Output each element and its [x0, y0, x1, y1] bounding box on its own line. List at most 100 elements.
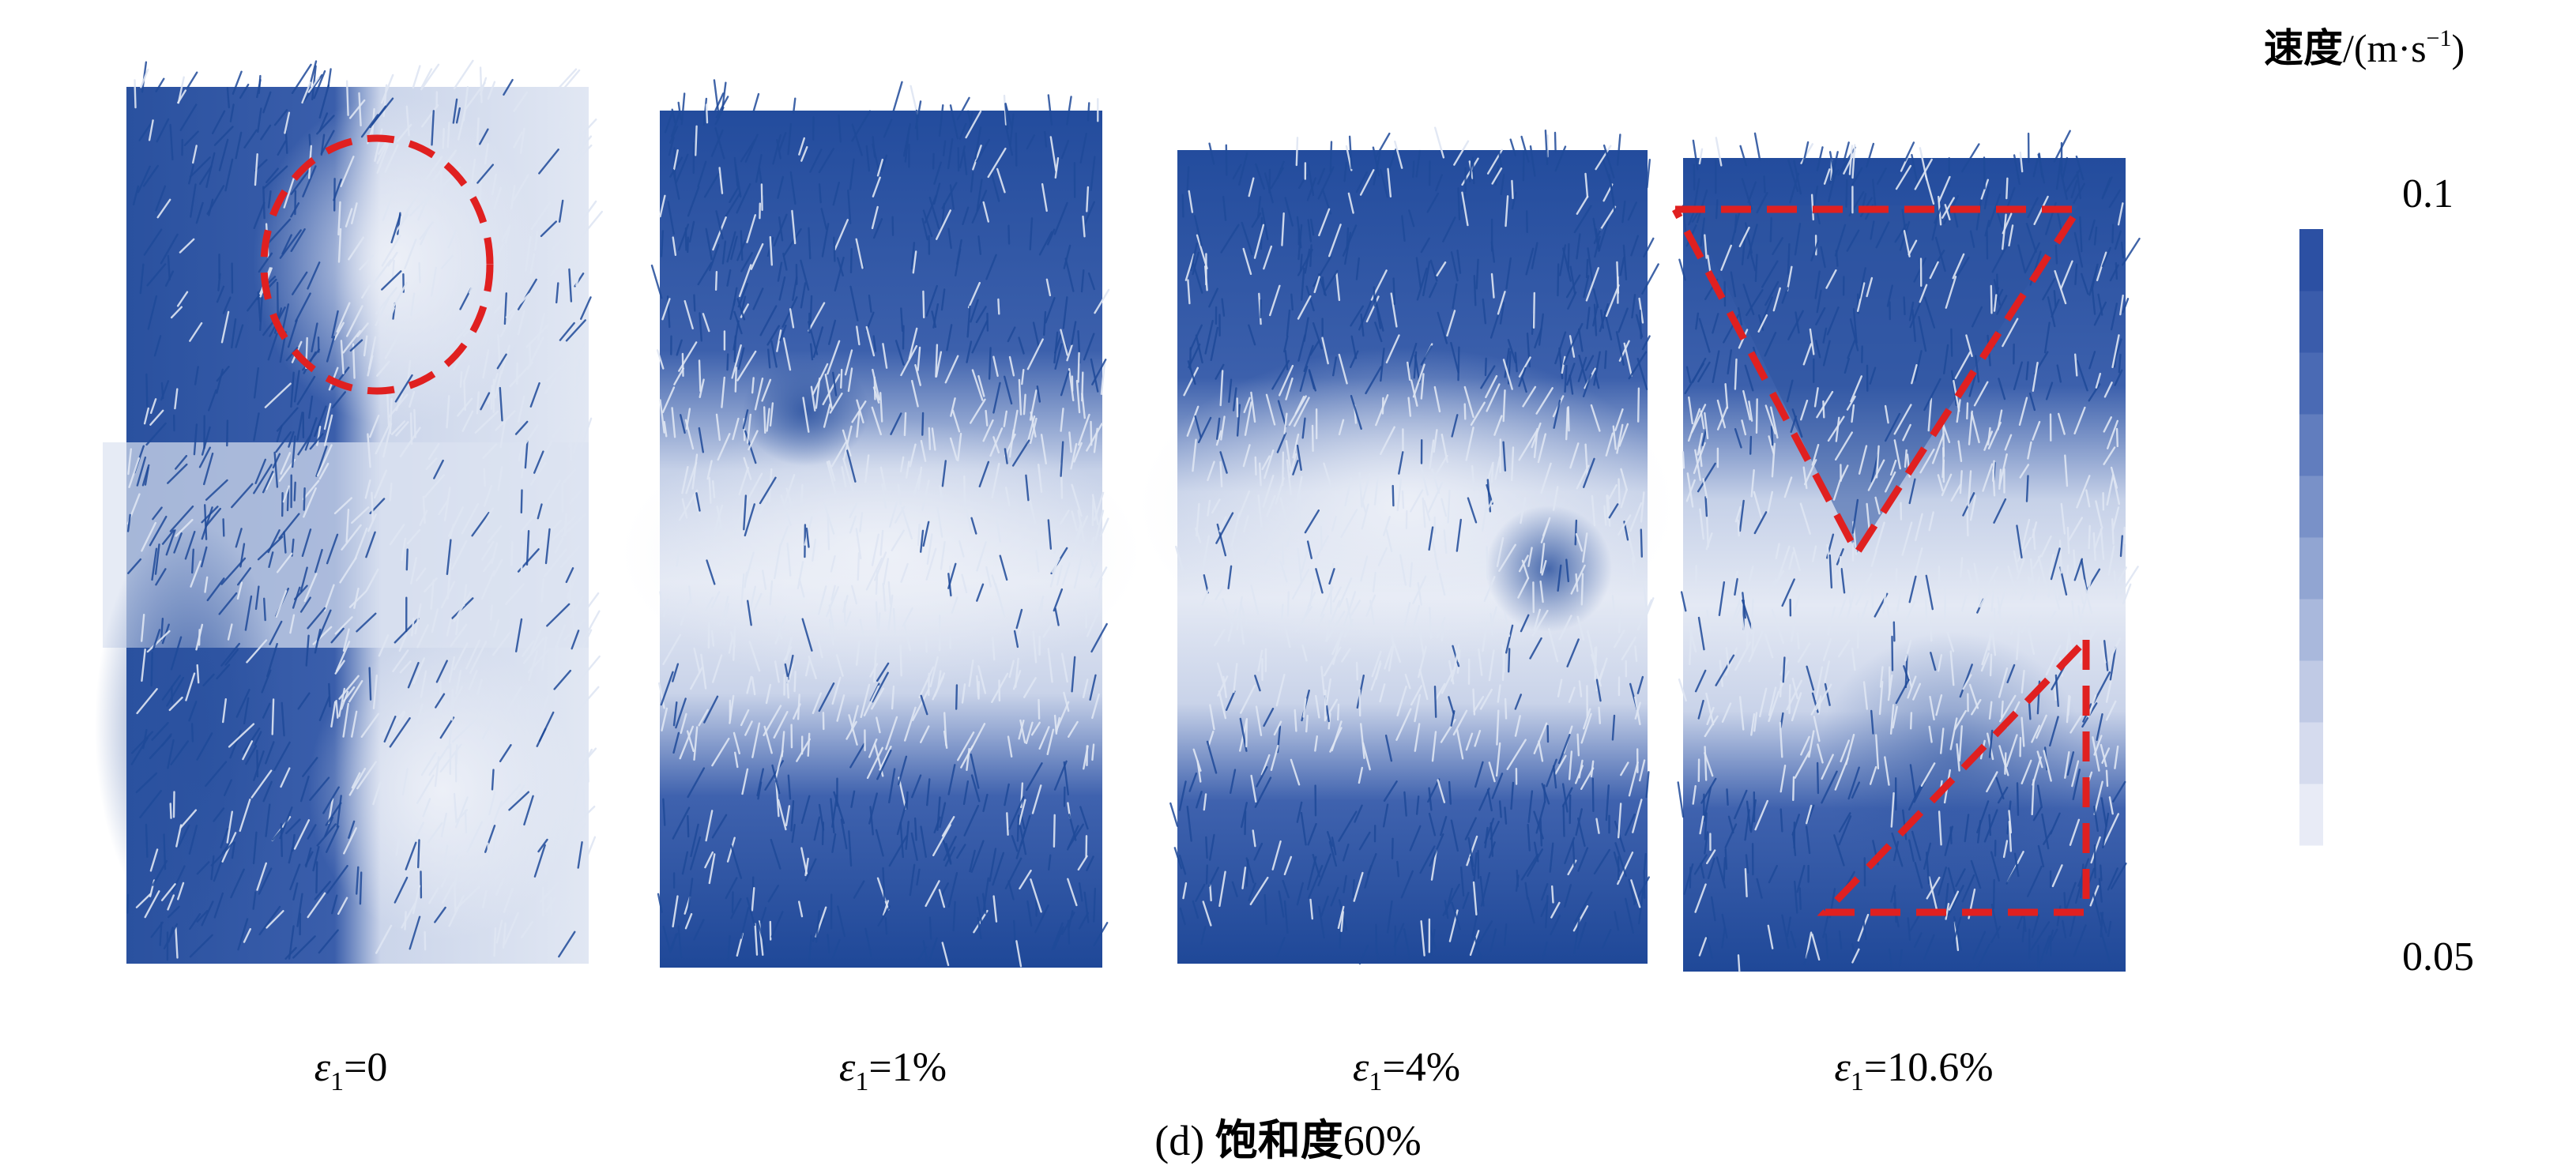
velocity-vector [1296, 801, 1303, 823]
velocity-vector [1704, 812, 1708, 840]
velocity-vector [830, 798, 835, 834]
velocity-vector [1451, 901, 1461, 931]
velocity-vector [1862, 920, 1867, 941]
velocity-vector [1514, 715, 1521, 737]
velocity-vector [1382, 803, 1389, 828]
velocity-vector [846, 449, 857, 483]
velocity-vector [1879, 666, 1884, 688]
velocity-vector [987, 147, 1007, 179]
velocity-vector [563, 618, 586, 641]
velocity-vector [1574, 891, 1593, 923]
velocity-vector [1630, 235, 1640, 257]
velocity-vector [966, 340, 973, 363]
velocity-vector [988, 347, 992, 380]
velocity-vector [526, 709, 529, 727]
velocity-vector [446, 686, 463, 716]
velocity-vector [1905, 600, 1916, 622]
velocity-vector [1373, 475, 1380, 506]
velocity-vector [1592, 217, 1599, 250]
velocity-vector [575, 268, 582, 287]
velocity-vector [1300, 543, 1311, 573]
velocity-vector [2061, 156, 2069, 180]
velocity-vector [2100, 641, 2107, 664]
velocity-vector [1689, 867, 1692, 889]
velocity-vector [529, 342, 532, 367]
velocity-vector [730, 844, 743, 879]
velocity-vector [151, 547, 158, 581]
velocity-vector [2074, 880, 2083, 904]
velocity-vector [2108, 189, 2122, 209]
velocity-vector [338, 687, 346, 717]
velocity-vector [740, 709, 750, 727]
velocity-vector [1188, 773, 1198, 792]
figure-caption: (d) 饱和度60% [1154, 1115, 1421, 1165]
velocity-vector [2045, 382, 2054, 400]
velocity-vector [1726, 788, 1729, 806]
velocity-vector [1328, 568, 1335, 585]
velocity-vector [876, 662, 890, 682]
velocity-vector [2100, 912, 2104, 938]
velocity-vector [1068, 814, 1077, 841]
velocity-vector [879, 529, 884, 556]
velocity-vector [751, 676, 756, 696]
velocity-vector [1200, 926, 1207, 945]
velocity-vector [1960, 594, 1968, 612]
velocity-vector [1547, 628, 1559, 663]
velocity-vector [1420, 373, 1425, 400]
velocity-vector [218, 592, 238, 615]
velocity-vector [1463, 385, 1474, 419]
velocity-vector [2093, 301, 2107, 326]
velocity-vector [453, 59, 474, 90]
velocity-vector [1582, 374, 1592, 397]
velocity-vector [283, 178, 295, 209]
velocity-vector [515, 618, 523, 652]
velocity-vector [1317, 853, 1332, 887]
velocity-vector [1505, 195, 1509, 227]
velocity-vector [1890, 885, 1896, 903]
velocity-vector [144, 467, 149, 486]
velocity-vector [1828, 554, 1833, 588]
velocity-vector [842, 457, 854, 492]
velocity-vector [198, 165, 213, 185]
velocity-vector [2062, 919, 2067, 939]
velocity-vector [1678, 258, 1686, 281]
velocity-vector [387, 251, 398, 267]
velocity-vector [702, 313, 710, 333]
velocity-vector [1078, 882, 1083, 902]
velocity-vector [189, 156, 211, 178]
velocity-vector [872, 136, 876, 158]
velocity-vector [1320, 895, 1329, 917]
velocity-vector [2016, 558, 2025, 580]
velocity-vector [792, 276, 798, 301]
velocity-vector [670, 933, 677, 952]
velocity-vector [1004, 783, 1010, 806]
velocity-vector [367, 433, 371, 468]
velocity-vector [559, 68, 578, 88]
velocity-vector [365, 568, 379, 592]
velocity-vector [2042, 278, 2056, 301]
velocity-vector [1448, 696, 1455, 715]
velocity-vector [514, 420, 529, 435]
velocity-vector [671, 407, 676, 438]
velocity-vector [345, 208, 353, 227]
velocity-vector [1869, 765, 1877, 785]
velocity-vector [420, 68, 433, 88]
panel-strain-0: ε1=0 [95, 59, 603, 1096]
velocity-vector [2016, 625, 2021, 660]
velocity-vector [1482, 298, 1487, 325]
velocity-vector [1851, 498, 1859, 534]
velocity-vector [356, 866, 360, 895]
velocity-vector [1018, 378, 1022, 415]
velocity-vector [985, 254, 997, 280]
velocity-vector [1704, 234, 1708, 259]
velocity-vector [962, 206, 970, 225]
velocity-vector [774, 543, 781, 580]
velocity-vector [884, 916, 888, 935]
velocity-vector [935, 209, 952, 240]
velocity-vector [2092, 736, 2100, 772]
velocity-vector [239, 798, 251, 833]
velocity-vector [471, 512, 490, 537]
velocity-vector [242, 740, 254, 761]
velocity-vector [1297, 547, 1303, 584]
velocity-vector [1081, 393, 1087, 419]
